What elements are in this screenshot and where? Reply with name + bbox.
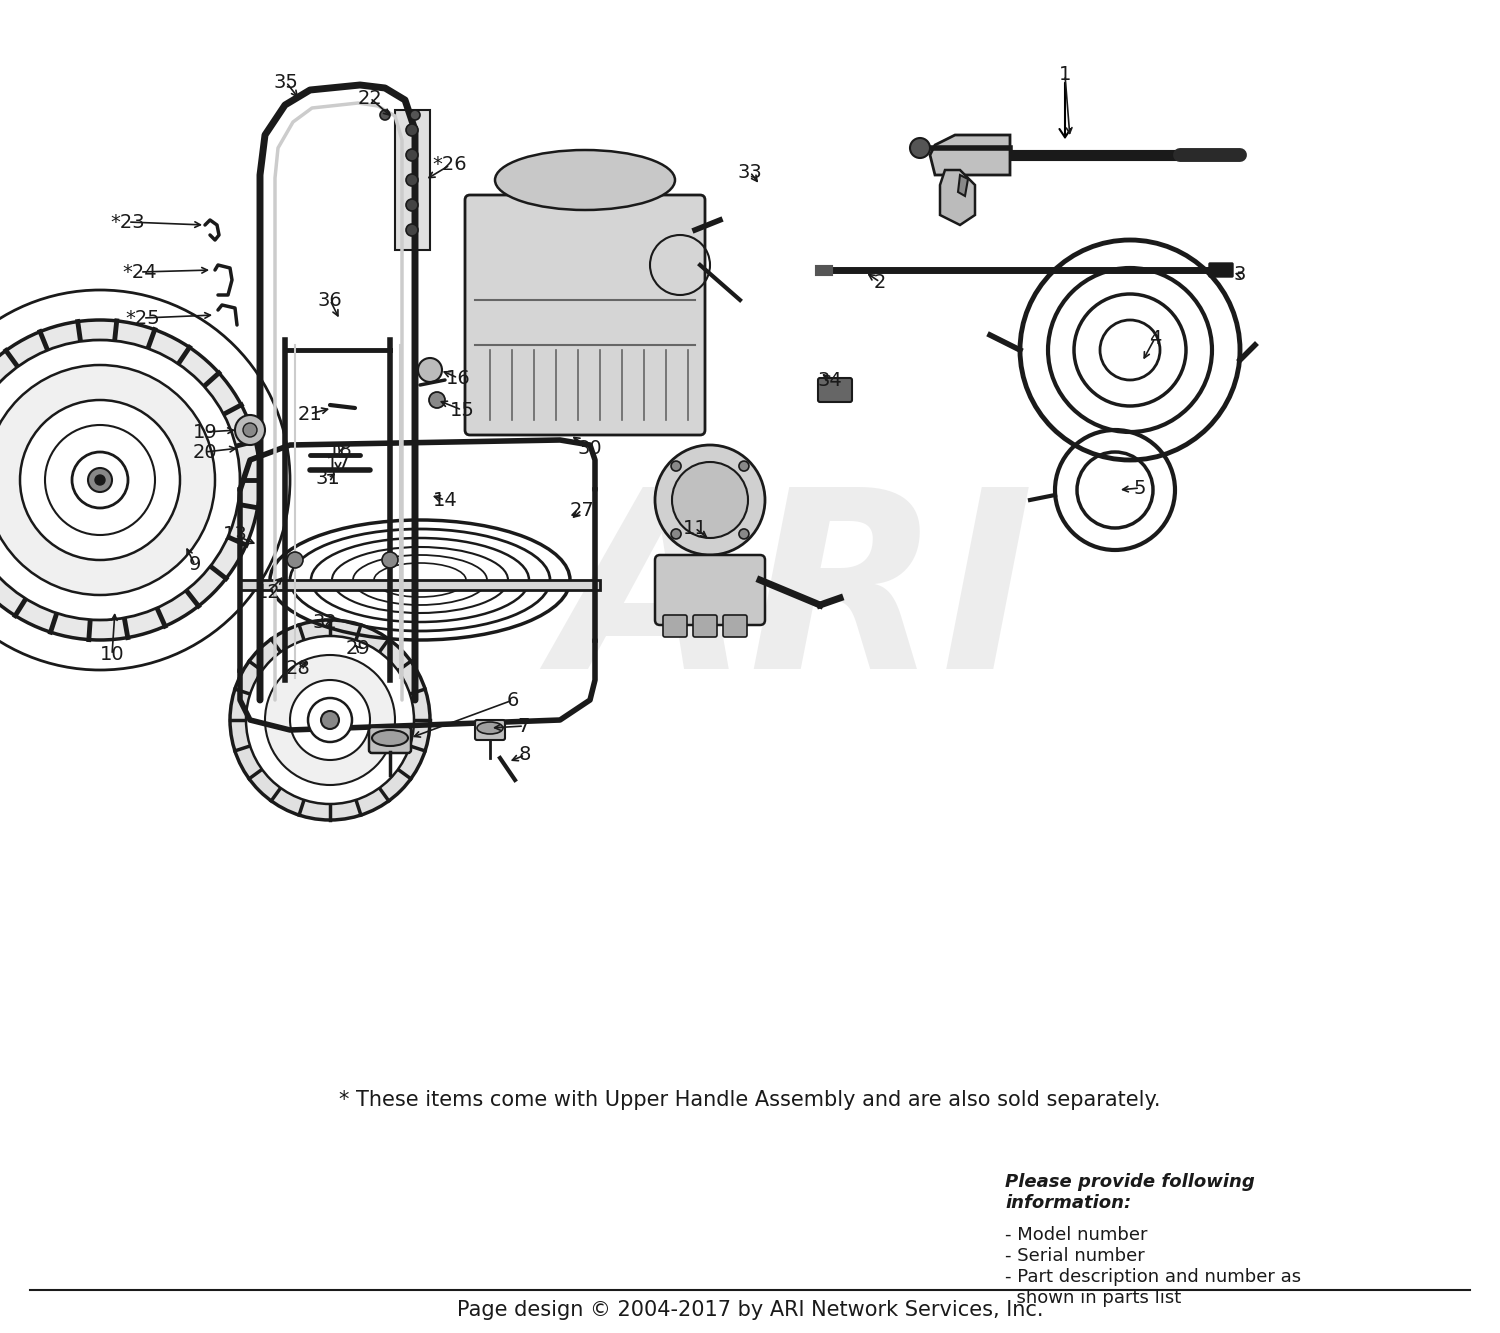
- Text: 27: 27: [570, 500, 594, 520]
- Text: Page design © 2004-2017 by ARI Network Services, Inc.: Page design © 2004-2017 by ARI Network S…: [456, 1300, 1044, 1321]
- Text: *24: *24: [123, 263, 158, 281]
- Text: 8: 8: [519, 745, 531, 765]
- Circle shape: [670, 529, 681, 539]
- Text: 30: 30: [578, 439, 603, 457]
- Text: 20: 20: [192, 443, 217, 461]
- Circle shape: [94, 475, 105, 485]
- Circle shape: [410, 111, 420, 120]
- Text: *25: *25: [126, 308, 160, 328]
- Text: * These items come with Upper Handle Assembly and are also sold separately.: * These items come with Upper Handle Ass…: [339, 1089, 1161, 1110]
- Polygon shape: [940, 171, 975, 225]
- Text: 16: 16: [446, 368, 471, 388]
- FancyBboxPatch shape: [723, 615, 747, 637]
- Text: 29: 29: [345, 639, 370, 657]
- Polygon shape: [930, 135, 1010, 175]
- Circle shape: [670, 461, 681, 471]
- Circle shape: [0, 365, 214, 595]
- Circle shape: [406, 199, 418, 211]
- Circle shape: [308, 698, 352, 742]
- Text: *26: *26: [432, 156, 468, 175]
- FancyBboxPatch shape: [476, 720, 506, 740]
- Text: 15: 15: [450, 400, 474, 420]
- Circle shape: [406, 224, 418, 236]
- Polygon shape: [958, 175, 968, 196]
- Circle shape: [740, 461, 748, 471]
- Circle shape: [406, 175, 418, 187]
- FancyBboxPatch shape: [663, 615, 687, 637]
- Text: 18: 18: [327, 440, 352, 460]
- Circle shape: [72, 452, 128, 508]
- Text: 17: 17: [326, 456, 351, 475]
- Circle shape: [656, 445, 765, 555]
- Text: 35: 35: [273, 72, 298, 92]
- Circle shape: [290, 680, 370, 760]
- Circle shape: [740, 529, 748, 539]
- Bar: [394, 111, 430, 251]
- Circle shape: [0, 320, 260, 640]
- Text: ARI: ARI: [555, 479, 1035, 721]
- Circle shape: [266, 655, 394, 785]
- Circle shape: [243, 423, 256, 437]
- Text: 3: 3: [1234, 265, 1246, 284]
- Ellipse shape: [495, 151, 675, 211]
- Text: 12: 12: [255, 583, 280, 601]
- Circle shape: [0, 340, 240, 620]
- Text: 33: 33: [738, 163, 762, 181]
- Text: 13: 13: [222, 525, 248, 544]
- Ellipse shape: [477, 722, 502, 734]
- Circle shape: [429, 392, 445, 408]
- Text: 21: 21: [297, 404, 322, 424]
- Circle shape: [910, 139, 930, 159]
- Text: Please provide following
information:: Please provide following information:: [1005, 1173, 1254, 1212]
- Text: 31: 31: [315, 468, 340, 488]
- Text: 10: 10: [99, 645, 124, 664]
- Circle shape: [672, 463, 748, 539]
- Text: 2: 2: [874, 272, 886, 292]
- Circle shape: [0, 291, 290, 670]
- Text: *23: *23: [111, 212, 146, 232]
- FancyBboxPatch shape: [818, 379, 852, 403]
- Text: 7: 7: [518, 717, 530, 736]
- Text: 28: 28: [285, 659, 310, 677]
- Ellipse shape: [372, 730, 408, 746]
- Circle shape: [286, 552, 303, 568]
- Text: 6: 6: [507, 690, 519, 709]
- Circle shape: [406, 124, 418, 136]
- FancyBboxPatch shape: [693, 615, 717, 637]
- Circle shape: [380, 111, 390, 120]
- Circle shape: [419, 359, 442, 383]
- Circle shape: [230, 620, 430, 820]
- Circle shape: [406, 149, 418, 161]
- Text: 22: 22: [357, 88, 382, 108]
- Circle shape: [88, 468, 112, 492]
- FancyBboxPatch shape: [369, 726, 411, 753]
- Circle shape: [45, 425, 154, 535]
- Circle shape: [246, 636, 414, 804]
- Text: 1: 1: [1059, 65, 1071, 84]
- Text: 19: 19: [192, 423, 217, 441]
- FancyBboxPatch shape: [1209, 263, 1233, 277]
- Text: 9: 9: [189, 556, 201, 575]
- Text: 11: 11: [682, 519, 708, 537]
- Text: 34: 34: [818, 371, 843, 389]
- Circle shape: [382, 552, 398, 568]
- Text: 14: 14: [432, 491, 457, 509]
- Circle shape: [20, 400, 180, 560]
- Text: 5: 5: [1134, 479, 1146, 497]
- FancyBboxPatch shape: [465, 195, 705, 435]
- FancyBboxPatch shape: [656, 555, 765, 625]
- Text: 36: 36: [318, 291, 342, 309]
- Polygon shape: [240, 580, 600, 591]
- Text: 4: 4: [1149, 328, 1161, 348]
- Text: - Model number
- Serial number
- Part description and number as
  shown in parts: - Model number - Serial number - Part de…: [1005, 1226, 1300, 1306]
- Text: 32: 32: [312, 612, 338, 632]
- Circle shape: [321, 710, 339, 729]
- Circle shape: [236, 415, 266, 445]
